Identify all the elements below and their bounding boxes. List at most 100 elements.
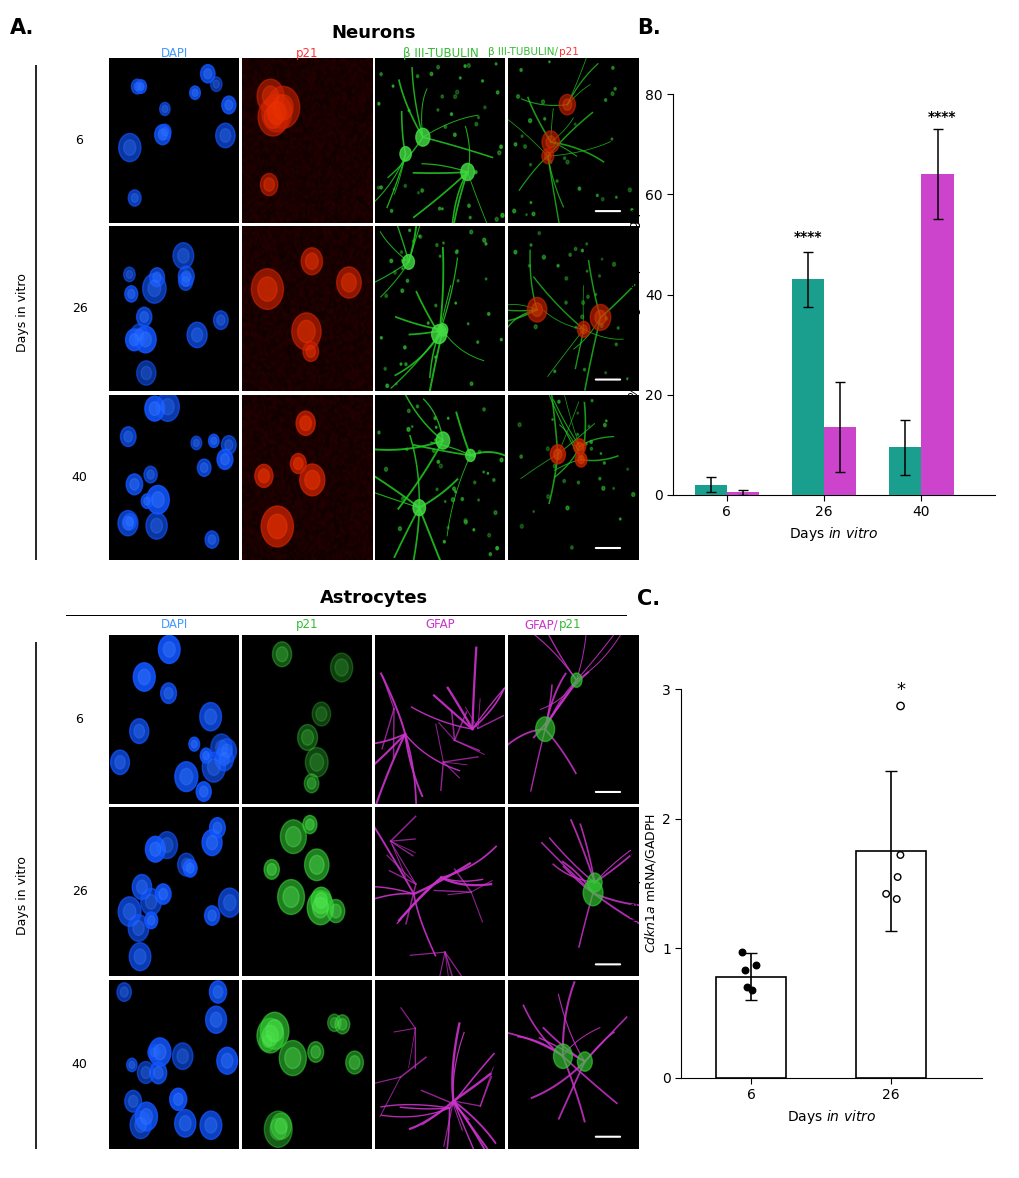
Circle shape — [179, 768, 193, 785]
Circle shape — [210, 77, 222, 92]
Circle shape — [603, 462, 604, 464]
Text: GFAP: GFAP — [425, 618, 454, 631]
Circle shape — [159, 124, 171, 140]
Circle shape — [598, 274, 600, 277]
Circle shape — [255, 464, 273, 488]
Circle shape — [202, 829, 222, 855]
Circle shape — [200, 786, 208, 798]
Circle shape — [565, 302, 567, 304]
Circle shape — [487, 312, 489, 316]
Circle shape — [177, 853, 195, 876]
Circle shape — [416, 128, 429, 146]
Circle shape — [457, 279, 459, 282]
Circle shape — [546, 495, 549, 498]
X-axis label: Days $\it{in\ vitro}$: Days $\it{in\ vitro}$ — [787, 1107, 875, 1126]
Circle shape — [209, 981, 226, 1004]
Circle shape — [485, 243, 486, 245]
Circle shape — [566, 507, 569, 510]
Circle shape — [125, 329, 143, 351]
Circle shape — [135, 329, 144, 340]
Circle shape — [146, 836, 165, 862]
Circle shape — [450, 113, 452, 115]
Circle shape — [291, 313, 321, 350]
Circle shape — [455, 91, 459, 94]
Circle shape — [330, 904, 341, 918]
Circle shape — [259, 1031, 275, 1052]
Circle shape — [598, 477, 600, 479]
Circle shape — [385, 384, 388, 388]
Circle shape — [118, 133, 141, 161]
Circle shape — [431, 325, 446, 344]
Circle shape — [129, 942, 151, 971]
Circle shape — [161, 683, 176, 703]
Circle shape — [401, 497, 405, 501]
Circle shape — [577, 412, 578, 415]
Circle shape — [311, 1046, 320, 1058]
Circle shape — [141, 366, 152, 379]
Circle shape — [575, 326, 577, 329]
Circle shape — [145, 912, 158, 928]
Text: Days in vitro: Days in vitro — [16, 273, 29, 351]
Point — [892, 846, 908, 865]
Point — [743, 980, 759, 999]
Point — [892, 696, 908, 715]
Circle shape — [432, 449, 435, 452]
Circle shape — [260, 1012, 288, 1050]
Circle shape — [594, 293, 596, 296]
Circle shape — [564, 157, 566, 159]
Circle shape — [571, 673, 582, 687]
Circle shape — [393, 188, 394, 190]
Circle shape — [580, 325, 587, 333]
Circle shape — [577, 481, 579, 484]
Text: ****: **** — [793, 231, 821, 245]
Circle shape — [517, 94, 519, 98]
Circle shape — [221, 1053, 232, 1068]
Text: ****: **** — [927, 111, 956, 125]
Circle shape — [393, 271, 395, 274]
Circle shape — [389, 259, 392, 263]
Circle shape — [399, 363, 401, 365]
Circle shape — [275, 1118, 287, 1134]
Circle shape — [475, 123, 477, 126]
Circle shape — [201, 463, 208, 472]
Circle shape — [138, 1061, 154, 1084]
Circle shape — [401, 259, 405, 263]
Circle shape — [380, 337, 382, 339]
Circle shape — [189, 737, 200, 752]
Circle shape — [553, 464, 555, 468]
Circle shape — [141, 888, 161, 915]
Circle shape — [573, 438, 585, 455]
Circle shape — [144, 497, 150, 505]
Circle shape — [469, 217, 471, 219]
Circle shape — [136, 80, 147, 93]
Circle shape — [461, 177, 463, 178]
Circle shape — [267, 101, 285, 125]
Circle shape — [135, 1118, 147, 1132]
Circle shape — [493, 511, 496, 515]
Circle shape — [206, 1006, 226, 1033]
Circle shape — [186, 322, 207, 348]
Circle shape — [464, 518, 467, 523]
Circle shape — [499, 458, 502, 462]
Circle shape — [437, 324, 447, 336]
Circle shape — [159, 888, 167, 900]
Circle shape — [129, 719, 149, 743]
Circle shape — [416, 405, 418, 408]
Bar — [889, 448, 920, 495]
Circle shape — [215, 740, 227, 755]
Circle shape — [272, 642, 291, 667]
Circle shape — [377, 431, 380, 434]
Circle shape — [225, 100, 232, 110]
Bar — [694, 485, 726, 495]
Circle shape — [569, 253, 571, 257]
Circle shape — [467, 323, 469, 325]
Circle shape — [395, 383, 396, 385]
Circle shape — [555, 180, 557, 183]
Circle shape — [217, 449, 232, 469]
Circle shape — [590, 448, 592, 450]
Circle shape — [403, 254, 414, 270]
Circle shape — [327, 1014, 340, 1032]
Circle shape — [311, 887, 331, 913]
Circle shape — [141, 1108, 153, 1125]
Circle shape — [421, 188, 423, 192]
